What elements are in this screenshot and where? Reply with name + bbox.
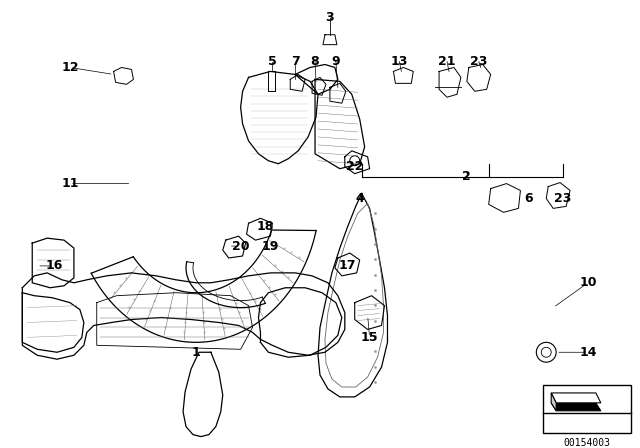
Polygon shape	[551, 393, 601, 403]
Polygon shape	[551, 393, 556, 411]
Text: 1: 1	[191, 346, 200, 359]
Text: 17: 17	[339, 259, 356, 272]
Text: 16: 16	[45, 259, 63, 272]
Text: 14: 14	[579, 346, 596, 359]
Text: 3: 3	[326, 11, 334, 24]
Text: 4: 4	[355, 192, 364, 205]
Text: 10: 10	[579, 276, 596, 289]
Text: 21: 21	[438, 55, 456, 68]
Text: 7: 7	[291, 55, 300, 68]
Bar	[543, 385, 630, 433]
Text: 23: 23	[554, 192, 572, 205]
Text: 6: 6	[524, 192, 532, 205]
Text: 22: 22	[346, 160, 364, 173]
Text: 18: 18	[257, 220, 274, 233]
Polygon shape	[551, 403, 601, 411]
Text: 13: 13	[390, 55, 408, 68]
Text: 15: 15	[361, 331, 378, 344]
Text: 12: 12	[61, 61, 79, 74]
Text: 00154003: 00154003	[563, 438, 611, 448]
Text: 9: 9	[332, 55, 340, 68]
Text: 5: 5	[268, 55, 276, 68]
Text: 2: 2	[463, 170, 471, 183]
Text: 8: 8	[311, 55, 319, 68]
Text: 19: 19	[262, 240, 279, 253]
Text: 23: 23	[470, 55, 488, 68]
Text: 11: 11	[61, 177, 79, 190]
Text: 20: 20	[232, 240, 250, 253]
